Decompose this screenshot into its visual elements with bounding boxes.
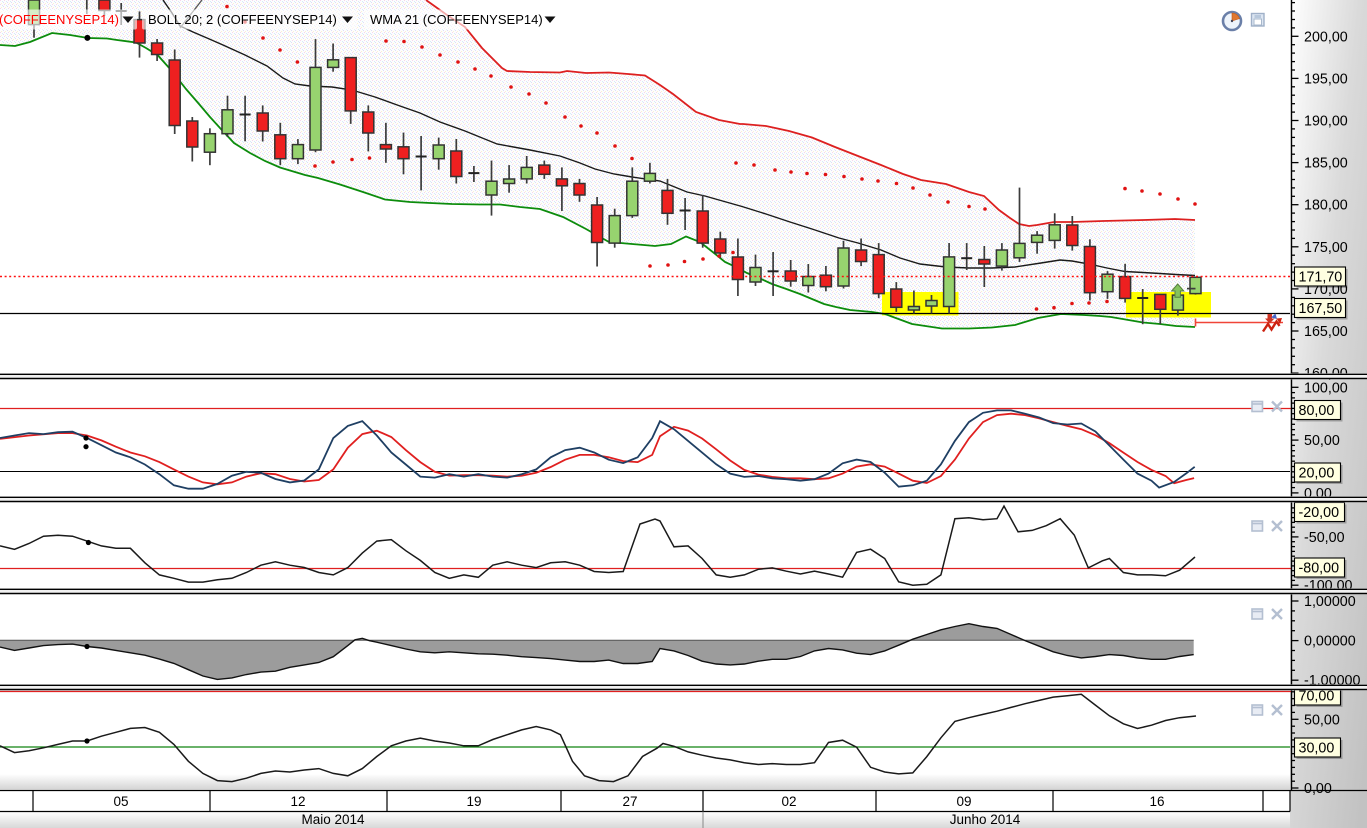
svg-text:-20,00: -20,00 xyxy=(1299,505,1340,521)
svg-text:195,00: 195,00 xyxy=(1304,71,1348,87)
svg-text:02: 02 xyxy=(781,794,796,809)
svg-text:100,00: 100,00 xyxy=(1304,380,1348,396)
svg-text:-80,00: -80,00 xyxy=(1299,561,1340,577)
svg-text:WMA 21 (COFFEENYSEP14): WMA 21 (COFFEENYSEP14) xyxy=(370,12,543,27)
svg-text:1,00000: 1,00000 xyxy=(1304,594,1356,610)
svg-text:70,00: 70,00 xyxy=(1299,689,1335,705)
svg-text:200,00: 200,00 xyxy=(1304,29,1348,45)
svg-text:09: 09 xyxy=(956,794,971,809)
svg-text:16: 16 xyxy=(1149,794,1164,809)
svg-text:180,00: 180,00 xyxy=(1304,198,1348,214)
svg-text:165,00: 165,00 xyxy=(1304,324,1348,340)
svg-text:50,00: 50,00 xyxy=(1304,433,1340,449)
svg-text:30,00: 30,00 xyxy=(1299,741,1335,757)
svg-text:(COFFEENYSEP14): (COFFEENYSEP14) xyxy=(0,12,119,27)
svg-text:185,00: 185,00 xyxy=(1304,156,1348,172)
svg-text:175,00: 175,00 xyxy=(1304,240,1348,256)
svg-text:0,00: 0,00 xyxy=(1304,781,1332,797)
svg-text:05: 05 xyxy=(113,794,128,809)
svg-text:20,00: 20,00 xyxy=(1299,466,1335,482)
svg-text:BOLL 20; 2 (COFFEENYSEP14): BOLL 20; 2 (COFFEENYSEP14) xyxy=(148,12,337,27)
svg-text:167,50: 167,50 xyxy=(1299,301,1343,317)
svg-text:0,00000: 0,00000 xyxy=(1304,634,1356,650)
svg-text:50,00: 50,00 xyxy=(1304,712,1340,728)
svg-text:80,00: 80,00 xyxy=(1299,403,1335,419)
svg-text:Junho 2014: Junho 2014 xyxy=(950,812,1021,827)
svg-text:171,70: 171,70 xyxy=(1299,270,1343,286)
svg-text:190,00: 190,00 xyxy=(1304,114,1348,130)
svg-text:12: 12 xyxy=(290,794,305,809)
svg-text:-50,00: -50,00 xyxy=(1304,530,1345,546)
svg-text:Maio 2014: Maio 2014 xyxy=(301,812,365,827)
svg-text:27: 27 xyxy=(622,794,637,809)
svg-text:19: 19 xyxy=(466,794,481,809)
